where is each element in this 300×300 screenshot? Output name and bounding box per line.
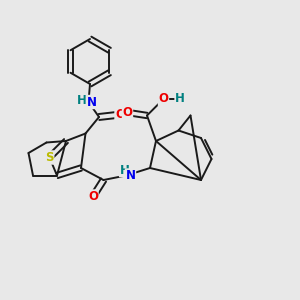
Text: S: S: [45, 151, 54, 164]
Text: O: O: [88, 190, 98, 203]
Text: N: N: [125, 169, 136, 182]
Text: O: O: [115, 108, 125, 121]
Text: H: H: [120, 164, 129, 177]
Text: H: H: [77, 94, 87, 107]
Text: O: O: [158, 92, 169, 106]
Text: O: O: [122, 106, 133, 119]
Text: H: H: [175, 92, 185, 106]
Text: N: N: [86, 95, 97, 109]
